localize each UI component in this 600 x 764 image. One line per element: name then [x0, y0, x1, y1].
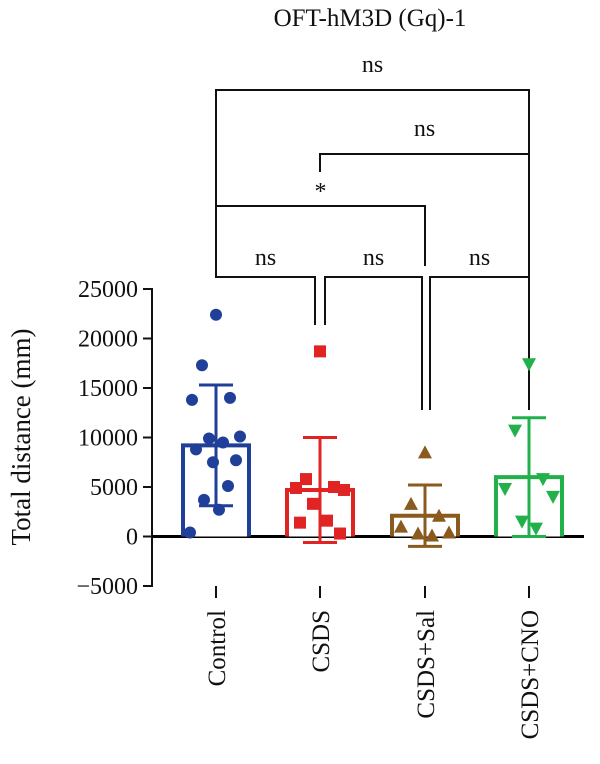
significance-bracket [319, 153, 530, 266]
data-point [184, 526, 196, 539]
data-point [314, 345, 326, 358]
significance-bracket [215, 200, 316, 325]
y-tick-label: 25000 [78, 277, 138, 303]
bars [181, 383, 564, 548]
y-tick-label: 15000 [78, 376, 138, 402]
data-point [432, 508, 446, 522]
data-point [536, 473, 550, 487]
error-bar-1 [303, 436, 337, 544]
significance-brackets: ns ns * ns ns ns [215, 52, 530, 410]
significance-label: ns [363, 245, 384, 271]
significance-label: * [315, 179, 327, 205]
data-point [328, 481, 340, 493]
data-point [425, 528, 439, 542]
error-bar-2 [408, 483, 442, 548]
y-tick-label: 20000 [78, 327, 138, 353]
data-points [184, 308, 560, 542]
data-point [294, 516, 306, 529]
data-point [207, 456, 219, 469]
y-axis-label: Total distance (mm) [6, 328, 36, 545]
x-tick-label: CSDS+Sal [413, 610, 440, 719]
data-point [321, 514, 333, 527]
data-point [234, 430, 246, 443]
data-point [394, 519, 408, 533]
data-point [338, 483, 350, 496]
data-point [190, 443, 202, 456]
significance-label: ns [362, 52, 383, 78]
y-tick-label: −5000 [76, 574, 138, 600]
significance-bracket [429, 266, 530, 410]
data-point [508, 424, 522, 438]
data-point [210, 308, 222, 321]
significance-label: ns [469, 245, 490, 271]
data-point [334, 527, 346, 540]
y-axis: −5000 0 5000 10000 15000 20000 25000 [76, 277, 584, 600]
data-point [307, 497, 319, 510]
significance-bracket [215, 178, 426, 266]
data-point [198, 493, 210, 506]
x-tick-label: CSDS+CNO [517, 610, 544, 739]
y-tick-label: 5000 [90, 475, 138, 501]
data-point [442, 525, 456, 539]
chart-title: OFT-hM3D (Gq)-1 [274, 5, 467, 32]
data-point [186, 393, 198, 406]
data-point [224, 391, 236, 404]
significance-label: ns [414, 116, 435, 142]
data-point [196, 359, 208, 372]
data-point [203, 432, 215, 445]
data-point [404, 496, 418, 510]
data-point [418, 445, 432, 459]
data-point [213, 503, 225, 516]
significance-label: ns [255, 245, 276, 271]
x-axis: Control CSDS CSDS+Sal CSDS+CNO [204, 586, 544, 739]
significance-bracket [324, 276, 423, 410]
data-point [222, 480, 234, 493]
data-point [529, 522, 543, 536]
data-point [498, 482, 512, 496]
data-point [522, 358, 536, 372]
y-tick-label: 10000 [78, 426, 138, 452]
data-point [546, 490, 560, 504]
data-point [230, 454, 242, 467]
x-tick-label: Control [204, 610, 231, 686]
y-tick-label: 0 [126, 525, 138, 551]
x-tick-label: CSDS [308, 610, 335, 673]
data-point [411, 526, 425, 540]
data-point [515, 515, 529, 529]
data-point [217, 436, 229, 449]
error-bar-3 [512, 416, 546, 538]
data-point [300, 473, 312, 486]
data-point [290, 481, 302, 494]
